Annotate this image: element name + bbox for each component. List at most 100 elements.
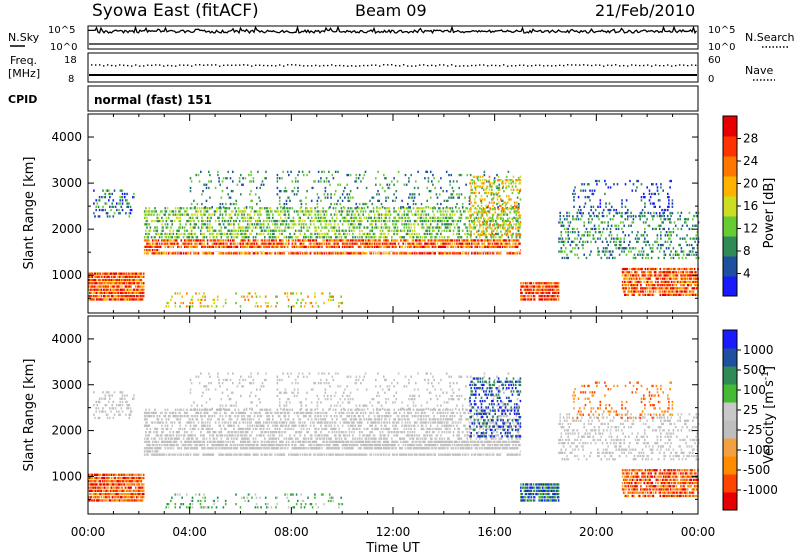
power-cell [203, 236, 205, 238]
power-cell [364, 174, 366, 176]
power-cell [569, 225, 571, 227]
power-cell [417, 171, 419, 173]
power-cell [229, 230, 231, 232]
power-cell [146, 220, 148, 222]
power-cell [461, 214, 463, 216]
power-cell [298, 223, 300, 225]
power-cell [444, 220, 446, 222]
power-cell [661, 274, 663, 276]
power-cell [176, 239, 178, 241]
power-cell [227, 239, 229, 241]
power-cell [410, 210, 412, 212]
power-cell [657, 241, 659, 243]
power-cell [611, 254, 613, 256]
power-cell [315, 302, 317, 304]
power-cell [297, 187, 299, 189]
power-cell [293, 226, 295, 228]
power-cell [454, 226, 456, 228]
power-cell [162, 226, 164, 228]
power-cell [301, 203, 303, 205]
power-cell [481, 224, 483, 226]
power-cell [306, 190, 308, 192]
power-cell [367, 226, 369, 228]
power-cell [588, 221, 590, 223]
power-cell [696, 212, 698, 214]
power-cell [186, 292, 188, 294]
power-cell [642, 278, 644, 280]
power-cell [686, 225, 688, 227]
power-cell [241, 214, 243, 216]
nave-dot [155, 64, 156, 65]
power-cell [183, 252, 185, 254]
power-cell [446, 206, 448, 208]
power-cell [107, 215, 109, 217]
power-cell [558, 289, 560, 291]
power-cell [180, 302, 182, 304]
power-cell [289, 207, 291, 209]
power-cell [107, 212, 109, 214]
power-cell [456, 239, 458, 241]
power-cell [335, 226, 337, 228]
power-cell [623, 238, 625, 240]
power-cell [388, 239, 390, 241]
power-cell [693, 238, 695, 240]
power-cell [401, 220, 403, 222]
power-cell [406, 252, 408, 254]
power-cell [175, 292, 177, 294]
power-cell [191, 239, 193, 241]
power-cell [202, 296, 204, 298]
power-cell [685, 241, 687, 243]
power-cell [402, 206, 404, 208]
power-cell [448, 174, 450, 176]
power-cell [93, 202, 95, 204]
power-cell [286, 223, 288, 225]
power-cell [504, 233, 506, 235]
power-cell [671, 278, 673, 280]
power-cell [494, 193, 496, 195]
power-cell [487, 226, 489, 228]
power-cell [282, 239, 284, 241]
power-cell [321, 252, 323, 254]
power-cell [437, 223, 439, 225]
power-cell [327, 193, 329, 195]
power-cell [558, 285, 560, 287]
power-cell [423, 217, 425, 219]
power-cell [254, 223, 256, 225]
power-cell [464, 210, 466, 212]
power-cell [192, 305, 194, 307]
power-cell [519, 252, 521, 254]
station-title: Syowa East (fitACF) [92, 1, 259, 21]
power-cell [95, 285, 97, 287]
nave-dot [95, 64, 96, 65]
power-cell [328, 180, 330, 182]
power-cell [223, 223, 225, 225]
power-cell [603, 215, 605, 217]
power-cell [635, 257, 637, 259]
power-cell [326, 210, 328, 212]
power-cell [665, 254, 667, 256]
power-cell [381, 226, 383, 228]
power-cell [378, 193, 380, 195]
power-cell [434, 217, 436, 219]
power-cell [249, 292, 251, 294]
power-cell [375, 223, 377, 225]
power-cell [509, 207, 511, 209]
power-cell [271, 305, 273, 307]
power-cell [690, 278, 692, 280]
power-cell [207, 220, 209, 222]
power-cell [119, 202, 121, 204]
power-cell [414, 197, 416, 199]
power-cell [432, 210, 434, 212]
power-cell [328, 223, 330, 225]
power-cell [660, 278, 662, 280]
power-cell [269, 239, 271, 241]
power-cell [223, 206, 225, 208]
power-cell [567, 234, 569, 236]
power-cell [214, 236, 216, 238]
power-cell [374, 233, 376, 235]
power-cell [257, 243, 259, 245]
power-cell [399, 210, 401, 212]
nave-dot [663, 65, 664, 66]
nave-dot [547, 65, 548, 66]
power-cell [337, 243, 339, 245]
